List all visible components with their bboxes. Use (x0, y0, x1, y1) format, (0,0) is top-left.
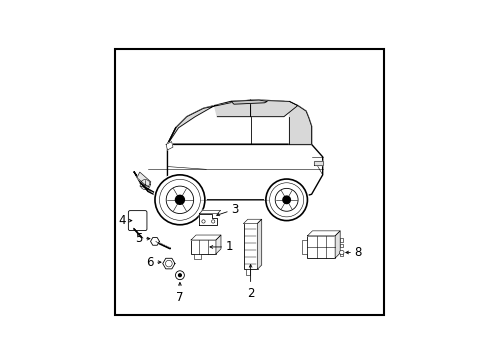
Polygon shape (250, 100, 297, 117)
Circle shape (159, 179, 200, 220)
Polygon shape (289, 102, 311, 144)
Circle shape (202, 220, 205, 223)
FancyBboxPatch shape (307, 236, 334, 258)
FancyBboxPatch shape (302, 240, 307, 254)
Text: 6: 6 (146, 256, 153, 269)
FancyBboxPatch shape (193, 254, 200, 259)
FancyBboxPatch shape (340, 252, 343, 256)
Text: 7: 7 (176, 291, 183, 304)
Polygon shape (191, 235, 221, 240)
Polygon shape (163, 258, 175, 269)
Polygon shape (243, 219, 261, 223)
Polygon shape (153, 174, 206, 200)
Text: 8: 8 (354, 246, 361, 259)
Circle shape (211, 220, 214, 223)
Circle shape (178, 274, 181, 276)
Text: 2: 2 (246, 287, 254, 300)
FancyBboxPatch shape (191, 240, 216, 254)
Polygon shape (137, 172, 150, 187)
FancyBboxPatch shape (128, 211, 146, 231)
Polygon shape (166, 141, 173, 150)
Polygon shape (307, 231, 340, 236)
Circle shape (175, 195, 184, 204)
Polygon shape (199, 210, 220, 214)
Text: 4: 4 (118, 214, 125, 227)
FancyBboxPatch shape (243, 223, 257, 269)
Circle shape (269, 183, 303, 217)
Polygon shape (314, 161, 322, 165)
Polygon shape (214, 100, 250, 117)
Polygon shape (216, 235, 221, 254)
Polygon shape (257, 219, 261, 269)
Polygon shape (167, 105, 217, 144)
FancyBboxPatch shape (245, 269, 249, 275)
Circle shape (175, 271, 184, 280)
Circle shape (339, 250, 344, 255)
FancyBboxPatch shape (340, 244, 343, 247)
FancyBboxPatch shape (340, 238, 343, 242)
FancyBboxPatch shape (115, 49, 383, 315)
Text: 1: 1 (225, 240, 233, 253)
Polygon shape (264, 178, 308, 200)
Text: 3: 3 (231, 203, 238, 216)
Polygon shape (150, 238, 159, 245)
Text: 5: 5 (135, 232, 142, 245)
Polygon shape (231, 100, 267, 104)
Polygon shape (167, 100, 311, 144)
Polygon shape (199, 214, 217, 225)
Circle shape (283, 196, 290, 203)
Polygon shape (334, 231, 340, 258)
Polygon shape (134, 144, 322, 200)
